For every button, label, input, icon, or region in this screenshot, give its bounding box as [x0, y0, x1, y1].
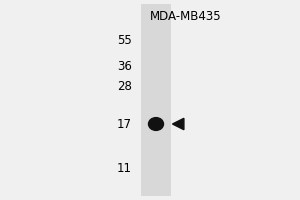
- Ellipse shape: [148, 118, 164, 130]
- Text: 36: 36: [117, 60, 132, 72]
- Text: 28: 28: [117, 80, 132, 92]
- Text: 55: 55: [117, 33, 132, 46]
- Bar: [141, 4, 171, 196]
- Text: 17: 17: [117, 117, 132, 130]
- Text: MDA-MB435: MDA-MB435: [150, 10, 222, 23]
- Text: 11: 11: [117, 162, 132, 174]
- Polygon shape: [172, 118, 184, 130]
